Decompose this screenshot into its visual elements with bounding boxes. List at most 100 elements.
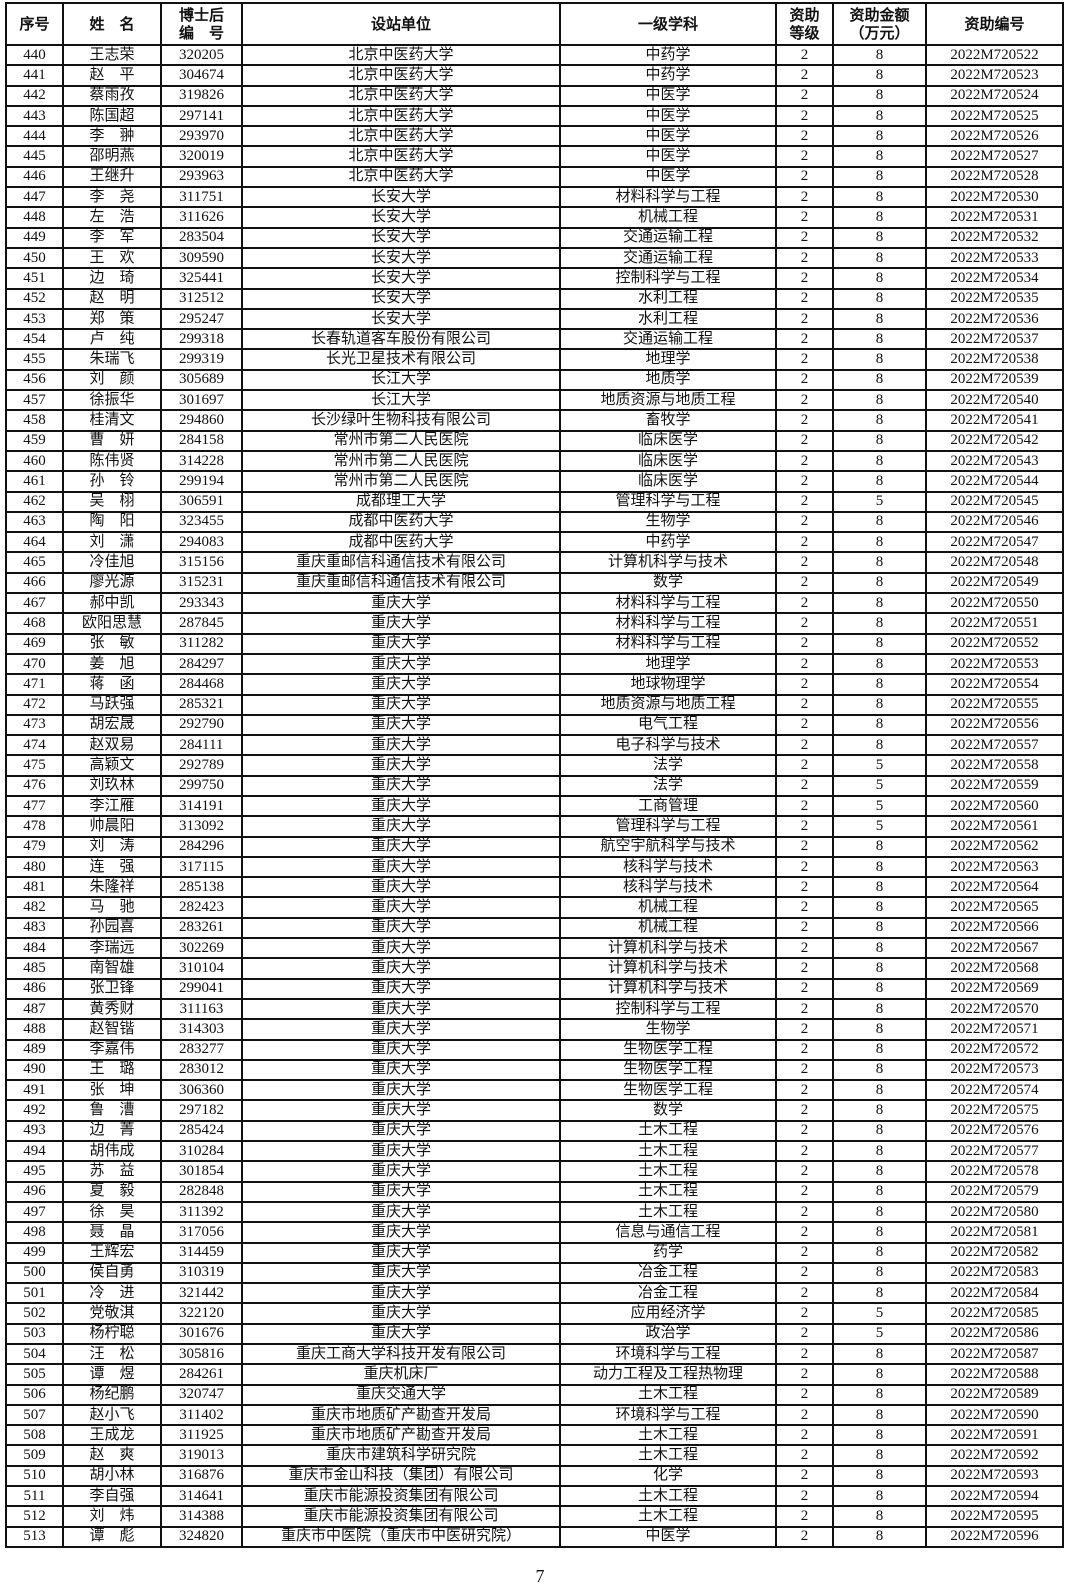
cell-discipline: 计算机科学与技术	[559, 551, 777, 574]
cell-discipline: 临床医学	[559, 470, 777, 493]
cell-postdoc-id: 283261	[160, 916, 243, 940]
cell-seq: 467	[5, 592, 64, 615]
cell-seq: 501	[5, 1282, 64, 1305]
cell-host-unit: 重庆大学	[241, 794, 561, 818]
cell-discipline: 电子科学与技术	[559, 734, 777, 757]
cell-amount: 8	[832, 246, 927, 270]
cell-discipline: 核科学与技术	[559, 855, 777, 879]
table-row: 440 王志荣 320205 北京中医药大学 中药学 2 8 2022M720522	[5, 43, 1064, 67]
cell-funding-code: 2022M720539	[925, 368, 1064, 392]
cell-host-unit: 重庆大学	[241, 997, 561, 1021]
cell-name: 冷 进	[62, 1282, 162, 1305]
cell-host-unit: 长江大学	[241, 368, 561, 392]
cell-name: 陶 阳	[62, 510, 162, 534]
cell-seq: 509	[5, 1444, 64, 1467]
cell-discipline: 材料科学与工程	[559, 612, 777, 635]
cell-postdoc-id: 287845	[160, 612, 243, 635]
cell-name: 赵双易	[62, 734, 162, 757]
cell-name: 孙园喜	[62, 916, 162, 940]
cell-name: 黄秀财	[62, 997, 162, 1021]
cell-seq: 459	[5, 429, 64, 452]
cell-seq: 461	[5, 470, 64, 493]
cell-seq: 503	[5, 1322, 64, 1346]
cell-name: 李 军	[62, 226, 162, 249]
cell-discipline: 生物医学工程	[559, 1038, 777, 1061]
cell-host-unit: 重庆大学	[241, 1241, 561, 1264]
cell-discipline: 材料科学与工程	[559, 592, 777, 615]
cell-name: 陈国超	[62, 104, 162, 128]
cell-postdoc-id: 284158	[160, 429, 243, 452]
cell-host-unit: 重庆大学	[241, 592, 561, 615]
cell-postdoc-id: 284297	[160, 652, 243, 676]
table-row: 501 冷 进 321442 重庆大学 冶金工程 2 8 2022M720584	[5, 1282, 1064, 1305]
cell-grade: 2	[775, 835, 834, 858]
cell-postdoc-id: 293343	[160, 592, 243, 615]
cell-name: 刘 涛	[62, 835, 162, 858]
cell-host-unit: 成都理工大学	[241, 490, 561, 513]
cell-postdoc-id: 285138	[160, 876, 243, 899]
cell-grade: 2	[775, 632, 834, 655]
cell-discipline: 中医学	[559, 145, 777, 168]
cell-postdoc-id: 311163	[160, 997, 243, 1021]
table-row: 511 李自强 314641 重庆市能源投资集团有限公司 土木工程 2 8 2022M7205…	[5, 1485, 1064, 1508]
table-row: 474 赵双易 284111 重庆大学 电子科学与技术 2 8 2022M720557	[5, 734, 1064, 757]
table-row: 493 边 菁 285424 重庆大学 土木工程 2 8 2022M720576	[5, 1119, 1064, 1143]
cell-grade: 2	[775, 145, 834, 168]
table-row: 480 连 强 317115 重庆大学 核科学与技术 2 8 2022M720563	[5, 855, 1064, 879]
cell-funding-code: 2022M720526	[925, 125, 1064, 148]
cell-name: 刘 颜	[62, 368, 162, 392]
cell-name: 侯自勇	[62, 1261, 162, 1285]
cell-amount: 8	[832, 64, 927, 87]
cell-grade: 2	[775, 1200, 834, 1224]
cell-seq: 481	[5, 876, 64, 899]
cell-funding-code: 2022M720531	[925, 206, 1064, 229]
cell-host-unit: 重庆大学	[241, 1079, 561, 1102]
cell-host-unit: 重庆大学	[241, 734, 561, 757]
cell-seq: 500	[5, 1261, 64, 1285]
cell-amount: 8	[832, 125, 927, 148]
cell-postdoc-id: 301854	[160, 1160, 243, 1183]
table-row: 500 侯自勇 310319 重庆大学 冶金工程 2 8 2022M720583	[5, 1261, 1064, 1285]
cell-discipline: 控制科学与工程	[559, 267, 777, 290]
cell-seq: 451	[5, 267, 64, 290]
cell-seq: 483	[5, 916, 64, 940]
cell-seq: 468	[5, 612, 64, 635]
cell-postdoc-id: 320747	[160, 1383, 243, 1406]
cell-name: 郑 策	[62, 307, 162, 331]
cell-seq: 490	[5, 1058, 64, 1082]
cell-discipline: 药学	[559, 1241, 777, 1264]
cell-seq: 457	[5, 389, 64, 412]
cell-seq: 489	[5, 1038, 64, 1061]
table-row: 451 边 琦 325441 长安大学 控制科学与工程 2 8 2022M720534	[5, 267, 1064, 290]
cell-name: 杨纪鹏	[62, 1383, 162, 1406]
cell-grade: 2	[775, 368, 834, 392]
cell-seq: 506	[5, 1383, 64, 1406]
cell-discipline: 计算机科学与技术	[559, 937, 777, 960]
cell-seq: 488	[5, 1018, 64, 1041]
cell-funding-code: 2022M720565	[925, 896, 1064, 919]
cell-discipline: 土木工程	[559, 1505, 777, 1528]
cell-grade: 2	[775, 1322, 834, 1346]
cell-host-unit: 重庆大学	[241, 1160, 561, 1183]
cell-funding-code: 2022M720543	[925, 449, 1064, 473]
cell-amount: 8	[832, 1403, 927, 1427]
table-row: 456 刘 颜 305689 长江大学 地质学 2 8 2022M720539	[5, 368, 1064, 392]
cell-seq: 508	[5, 1424, 64, 1447]
cell-postdoc-id: 316876	[160, 1464, 243, 1488]
cell-amount: 8	[832, 652, 927, 676]
cell-amount: 8	[832, 1525, 927, 1548]
cell-postdoc-id: 285424	[160, 1119, 243, 1143]
cell-name: 陈伟贤	[62, 449, 162, 473]
cell-postdoc-id: 322120	[160, 1302, 243, 1325]
cell-grade: 2	[775, 84, 834, 107]
cell-discipline: 机械工程	[559, 916, 777, 940]
cell-host-unit: 重庆大学	[241, 835, 561, 858]
cell-postdoc-id: 297141	[160, 104, 243, 128]
cell-postdoc-id: 284296	[160, 835, 243, 858]
cell-seq: 482	[5, 896, 64, 919]
cell-grade: 2	[775, 104, 834, 128]
cell-discipline: 管理科学与工程	[559, 490, 777, 513]
cell-host-unit: 重庆工商大学科技开发有限公司	[241, 1342, 561, 1366]
cell-funding-code: 2022M720577	[925, 1140, 1064, 1163]
cell-amount: 8	[832, 328, 927, 351]
